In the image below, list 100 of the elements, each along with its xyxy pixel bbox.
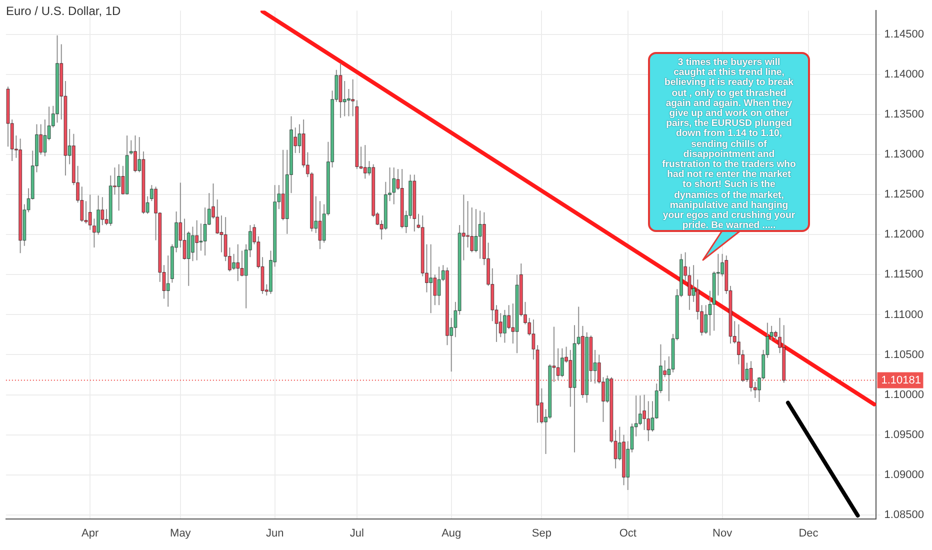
x-tick-label: Oct bbox=[619, 527, 636, 540]
y-tick-label: 1.13000 bbox=[884, 148, 924, 161]
candlestick bbox=[203, 206, 207, 256]
candlestick bbox=[732, 320, 736, 344]
candlestick bbox=[236, 244, 240, 282]
candlestick bbox=[511, 303, 515, 344]
x-tick-label: Aug bbox=[442, 527, 462, 540]
x-tick-label: Dec bbox=[798, 527, 819, 540]
candlestick bbox=[470, 206, 474, 253]
candlestick bbox=[498, 312, 502, 338]
candlestick bbox=[80, 186, 84, 222]
y-tick-label: 1.12000 bbox=[884, 228, 924, 241]
candlestick bbox=[766, 322, 770, 358]
candlestick bbox=[199, 222, 203, 252]
candlestick bbox=[14, 134, 18, 158]
candlestick bbox=[462, 194, 466, 261]
candlestick bbox=[532, 319, 536, 360]
candlestick bbox=[314, 196, 318, 234]
x-tick-label: Nov bbox=[712, 527, 733, 540]
candlestick bbox=[84, 200, 88, 224]
candlestick bbox=[507, 304, 511, 330]
candlestick bbox=[51, 105, 55, 128]
y-tick-label: 1.14500 bbox=[884, 28, 924, 41]
candlestick bbox=[630, 423, 634, 453]
candlestick bbox=[396, 168, 400, 190]
candlestick bbox=[606, 375, 610, 404]
candlestick bbox=[277, 184, 281, 210]
candlestick bbox=[121, 165, 125, 196]
candlestick bbox=[207, 192, 211, 226]
candlestick bbox=[43, 118, 47, 157]
candlestick bbox=[216, 198, 220, 234]
y-tick-label: 1.10500 bbox=[884, 348, 924, 361]
candlestick bbox=[162, 264, 166, 300]
x-tick-label: Sep bbox=[532, 527, 552, 540]
y-tick-label: 1.11000 bbox=[884, 308, 924, 321]
candlestick bbox=[359, 146, 363, 170]
candlestick bbox=[117, 164, 121, 212]
candlestick bbox=[684, 252, 688, 282]
candlestick bbox=[134, 134, 137, 173]
candlestick bbox=[146, 196, 150, 214]
candlestick bbox=[104, 208, 108, 226]
candlestick bbox=[195, 220, 199, 261]
candlestick bbox=[433, 274, 437, 306]
candlestick bbox=[363, 144, 367, 180]
candlestick bbox=[441, 264, 445, 282]
candlestick bbox=[708, 290, 712, 336]
candlestick bbox=[100, 196, 104, 226]
y-tick-label: 1.10000 bbox=[884, 388, 924, 401]
candlestick bbox=[762, 349, 766, 380]
x-tick-label: May bbox=[170, 527, 192, 540]
chart-title: Euro / U.S. Dollar, 1D bbox=[6, 4, 121, 18]
candlestick bbox=[494, 304, 498, 342]
candlestick bbox=[576, 306, 580, 346]
candlestick bbox=[68, 128, 72, 165]
candlestick bbox=[26, 188, 30, 213]
candlestick bbox=[416, 213, 420, 229]
candlestick bbox=[342, 80, 346, 117]
y-tick-label: 1.13500 bbox=[884, 108, 924, 121]
candlestick bbox=[368, 160, 371, 176]
candlestick bbox=[774, 330, 778, 341]
y-tick-label: 1.09000 bbox=[884, 468, 924, 481]
candlestick bbox=[450, 317, 454, 372]
y-tick-label: 1.14000 bbox=[884, 68, 924, 81]
candlestick bbox=[96, 194, 100, 236]
x-tick-label: Apr bbox=[82, 527, 99, 540]
candlestick bbox=[39, 124, 43, 156]
candlestick bbox=[182, 218, 186, 260]
candlestick bbox=[474, 208, 478, 253]
candlestick bbox=[692, 264, 696, 302]
candlestick bbox=[88, 194, 92, 230]
candlestick bbox=[228, 246, 232, 272]
candlestick bbox=[306, 152, 310, 178]
candlestick bbox=[667, 356, 671, 402]
candlestick bbox=[544, 408, 548, 454]
candlestick bbox=[704, 304, 708, 334]
candlestick bbox=[688, 266, 692, 310]
candlestick bbox=[437, 266, 441, 306]
x-tick-label: Jun bbox=[266, 527, 284, 540]
y-tick-label: 1.11500 bbox=[884, 268, 924, 281]
y-tick-label: 1.09500 bbox=[884, 428, 924, 441]
candlestick bbox=[478, 210, 482, 260]
candlestick bbox=[663, 360, 667, 378]
candlestick bbox=[593, 349, 597, 384]
candlestick bbox=[770, 325, 774, 341]
candlestick bbox=[178, 182, 182, 248]
candlestick bbox=[138, 136, 142, 173]
y-tick-label: 1.12500 bbox=[884, 188, 924, 201]
candlestick bbox=[232, 253, 236, 270]
candlestick bbox=[298, 124, 302, 154]
candlestick bbox=[454, 301, 458, 338]
candlestick bbox=[618, 426, 622, 461]
candlestick bbox=[129, 140, 133, 156]
candlestick bbox=[614, 429, 618, 469]
candlestick bbox=[166, 254, 170, 308]
y-tick-label: 1.08500 bbox=[884, 508, 924, 521]
candlestick bbox=[429, 244, 433, 314]
candlestick bbox=[650, 400, 654, 432]
x-tick-label: Jul bbox=[350, 527, 364, 540]
candlestick bbox=[351, 78, 355, 117]
ref-line-label: 1.10181 bbox=[881, 374, 922, 386]
